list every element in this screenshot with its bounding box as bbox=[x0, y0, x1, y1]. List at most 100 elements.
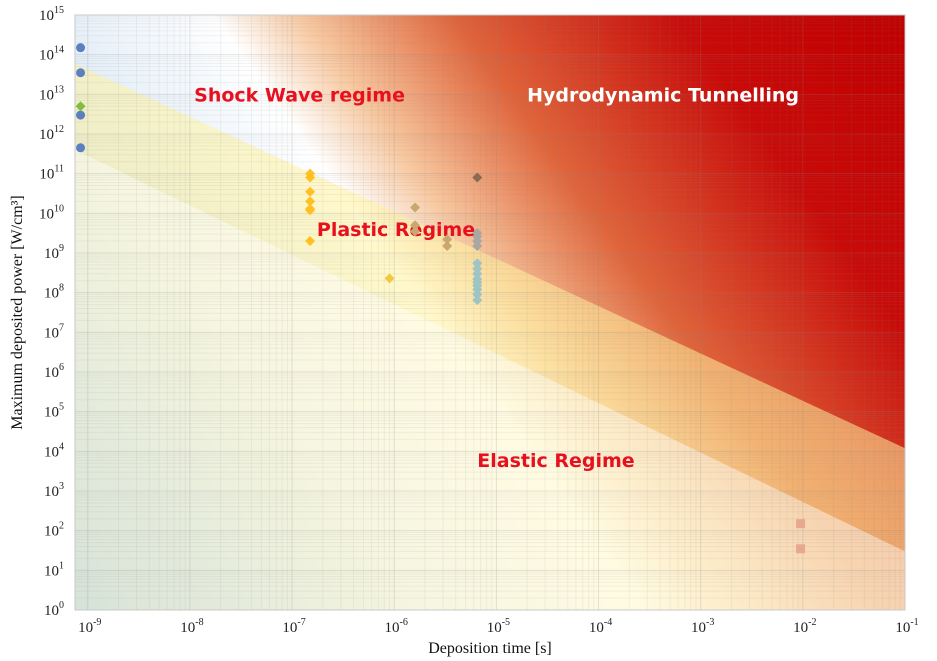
tick-base: 10 bbox=[44, 563, 59, 579]
y-tick-label: 108 bbox=[44, 283, 64, 302]
data-point bbox=[384, 273, 395, 284]
y-tick-label: 105 bbox=[44, 402, 64, 421]
y-tick-label: 1012 bbox=[39, 124, 64, 143]
tick-base: 10 bbox=[282, 620, 297, 636]
tick-base: 10 bbox=[44, 246, 59, 262]
data-point bbox=[305, 186, 316, 197]
tick-base: 10 bbox=[691, 620, 706, 636]
y-tick-label: 1011 bbox=[39, 164, 64, 183]
data-point bbox=[796, 544, 806, 554]
tick-exponent: 3 bbox=[59, 481, 64, 492]
data-point bbox=[305, 236, 316, 247]
y-tick-label: 102 bbox=[44, 521, 64, 540]
tick-base: 10 bbox=[180, 620, 195, 636]
data-point bbox=[305, 205, 316, 216]
x-tick-label: 10-5 bbox=[487, 617, 510, 636]
data-point bbox=[442, 241, 453, 252]
x-axis-title: Deposition time [s] bbox=[428, 640, 552, 657]
tick-exponent: -1 bbox=[910, 617, 918, 628]
x-tick-label: 10-4 bbox=[589, 617, 612, 636]
tick-exponent: -9 bbox=[93, 617, 101, 628]
region-label: Elastic Regime bbox=[477, 450, 634, 472]
tick-exponent: -3 bbox=[706, 617, 714, 628]
tick-base: 10 bbox=[44, 325, 59, 341]
tick-base: 10 bbox=[589, 620, 604, 636]
tick-exponent: 1 bbox=[59, 560, 64, 571]
tick-base: 10 bbox=[487, 620, 502, 636]
tick-exponent: 8 bbox=[59, 283, 64, 294]
data-point bbox=[472, 172, 483, 183]
x-tick-label: 10-8 bbox=[180, 617, 203, 636]
data-point bbox=[472, 241, 483, 252]
y-tick-label: 1015 bbox=[39, 5, 64, 24]
grid-lines bbox=[75, 14, 906, 611]
data-point bbox=[472, 258, 483, 269]
tick-base: 10 bbox=[44, 444, 59, 460]
y-tick-label: 107 bbox=[44, 322, 64, 341]
data-point bbox=[472, 268, 483, 279]
data-point bbox=[472, 289, 483, 300]
tick-base: 10 bbox=[895, 620, 910, 636]
tick-exponent: -2 bbox=[808, 617, 816, 628]
tick-exponent: 14 bbox=[54, 45, 64, 56]
data-point bbox=[76, 43, 86, 53]
tick-base: 10 bbox=[78, 620, 93, 636]
x-tick-label: 10-3 bbox=[691, 617, 714, 636]
tick-exponent: 12 bbox=[54, 124, 64, 135]
tick-base: 10 bbox=[39, 167, 54, 183]
data-point bbox=[796, 519, 806, 529]
data-points bbox=[75, 43, 806, 554]
data-point bbox=[305, 172, 316, 183]
tick-exponent: -4 bbox=[604, 617, 612, 628]
data-point bbox=[76, 110, 86, 120]
regime-bands bbox=[75, 63, 905, 610]
data-point bbox=[75, 101, 86, 112]
x-tick-label: 10-2 bbox=[793, 617, 816, 636]
x-tick-label: 10-1 bbox=[895, 617, 918, 636]
tick-exponent: 13 bbox=[54, 84, 64, 95]
region-label: Hydrodynamic Tunnelling bbox=[527, 84, 799, 106]
tick-exponent: -8 bbox=[195, 617, 203, 628]
y-tick-label: 1010 bbox=[39, 203, 64, 222]
region-labels: Shock Wave regime Hydrodynamic Tunnelling… bbox=[194, 84, 799, 472]
plot-frame bbox=[74, 14, 906, 611]
tick-base: 10 bbox=[385, 620, 400, 636]
tick-exponent: 4 bbox=[59, 441, 64, 452]
data-point bbox=[305, 196, 316, 207]
tick-exponent: 7 bbox=[59, 322, 64, 333]
tick-base: 10 bbox=[44, 484, 59, 500]
y-tick-label: 101 bbox=[44, 560, 64, 579]
data-point bbox=[410, 226, 421, 237]
tick-base: 10 bbox=[39, 48, 54, 64]
y-axis-title: Maximum deposited power [W/cm³] bbox=[9, 195, 26, 430]
tick-base: 10 bbox=[39, 8, 54, 24]
y-tick-label: 1014 bbox=[39, 45, 64, 64]
y-axis-ticks: 1001011021031041051061071081091010101110… bbox=[39, 5, 64, 619]
tick-base: 10 bbox=[793, 620, 808, 636]
data-point bbox=[472, 295, 483, 306]
data-point bbox=[76, 68, 86, 78]
y-tick-label: 100 bbox=[44, 600, 64, 619]
tick-exponent: 0 bbox=[59, 600, 64, 611]
data-point bbox=[410, 202, 421, 213]
tick-exponent: 9 bbox=[59, 243, 64, 254]
y-tick-label: 106 bbox=[44, 362, 64, 381]
regime-band bbox=[75, 149, 905, 610]
tick-exponent: -7 bbox=[297, 617, 305, 628]
tick-base: 10 bbox=[44, 603, 59, 619]
region-label: Plastic Regime bbox=[317, 219, 475, 241]
x-tick-label: 10-6 bbox=[385, 617, 408, 636]
tick-exponent: -5 bbox=[502, 617, 510, 628]
y-tick-label: 103 bbox=[44, 481, 64, 500]
data-point bbox=[76, 143, 86, 153]
x-tick-label: 10-7 bbox=[282, 617, 305, 636]
tick-base: 10 bbox=[44, 524, 59, 540]
region-label: Shock Wave regime bbox=[194, 84, 405, 106]
tick-exponent: 5 bbox=[59, 402, 64, 413]
tick-exponent: -6 bbox=[400, 617, 408, 628]
plot-area bbox=[74, 14, 906, 611]
x-tick-label: 10-9 bbox=[78, 617, 101, 636]
tick-exponent: 15 bbox=[54, 5, 64, 16]
x-axis-ticks: 10-9 10-8 10-7 10-6 10-5 10-4 10-3 10-2 10-1 bbox=[78, 617, 919, 636]
